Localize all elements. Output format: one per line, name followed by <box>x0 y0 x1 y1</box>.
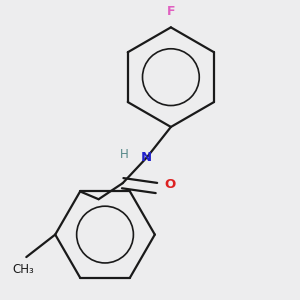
Text: CH₃: CH₃ <box>12 263 34 277</box>
Text: N: N <box>141 151 152 164</box>
Text: O: O <box>164 178 176 191</box>
Text: H: H <box>120 148 129 161</box>
Text: F: F <box>167 5 175 18</box>
